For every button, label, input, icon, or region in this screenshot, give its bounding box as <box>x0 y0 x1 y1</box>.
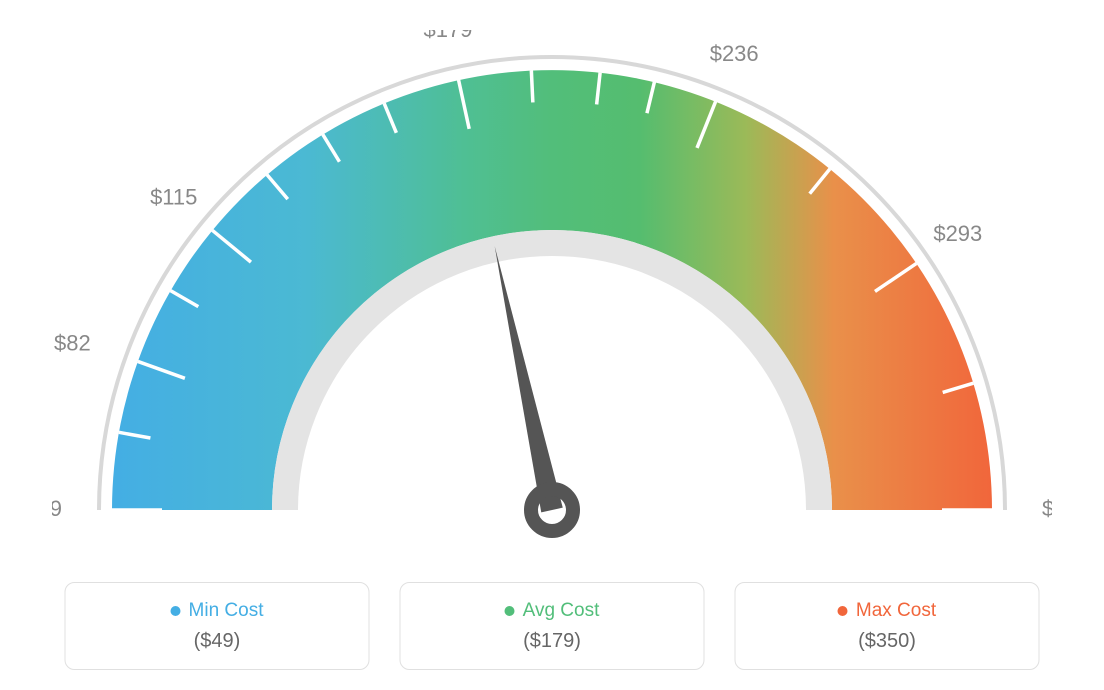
legend-card-avg: Avg Cost ($179) <box>400 582 705 670</box>
legend-dot-max <box>838 606 848 616</box>
gauge-needle <box>495 246 563 512</box>
gauge-band <box>112 70 992 510</box>
legend-label-min: Min Cost <box>189 600 264 622</box>
legend-value-min: ($49) <box>194 630 241 653</box>
legend-dot-avg <box>505 606 515 616</box>
legend-label-avg: Avg Cost <box>523 600 600 622</box>
gauge-svg: $49 $82 $115 $179 $236 $293 $350 <box>52 30 1052 570</box>
gauge-tick-label: $115 <box>150 184 197 209</box>
legend-title-max: Max Cost <box>838 600 936 622</box>
gauge-tick-label: $82 <box>54 330 91 355</box>
gauge-tick <box>531 70 533 102</box>
legend-label-max: Max Cost <box>856 600 936 622</box>
gauge-tick-label: $179 <box>423 30 472 42</box>
legend-value-max: ($350) <box>858 630 916 653</box>
gauge-tick-label: $236 <box>710 41 759 66</box>
legend-card-max: Max Cost ($350) <box>735 582 1040 670</box>
legend-card-min: Min Cost ($49) <box>65 582 370 670</box>
legend-dot-min <box>171 606 181 616</box>
gauge-tick-label: $293 <box>933 221 982 246</box>
legend: Min Cost ($49) Avg Cost ($179) Max Cost … <box>65 582 1040 670</box>
legend-title-min: Min Cost <box>171 600 264 622</box>
cost-gauge: $49 $82 $115 $179 $236 $293 $350 <box>52 30 1052 570</box>
gauge-tick-label: $350 <box>1042 496 1052 521</box>
legend-title-avg: Avg Cost <box>505 600 600 622</box>
gauge-tick-label: $49 <box>52 496 62 521</box>
legend-value-avg: ($179) <box>523 630 581 653</box>
